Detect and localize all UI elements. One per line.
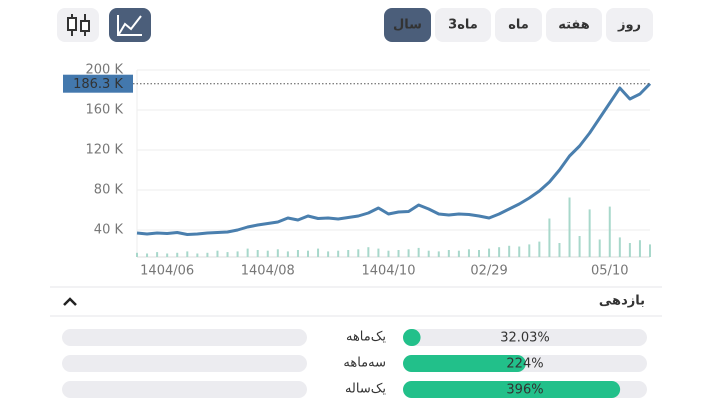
return-value: 224% — [506, 357, 543, 372]
volume-bar — [307, 250, 309, 257]
price-line — [136, 82, 652, 236]
placeholder-bar — [62, 355, 307, 372]
volume-bar — [528, 244, 531, 257]
candle-button[interactable] — [57, 8, 99, 42]
volume-bar — [156, 252, 159, 257]
volume-bar — [457, 250, 460, 257]
volume-bar — [427, 250, 430, 257]
return-value: 32.03% — [500, 331, 550, 346]
tab[interactable] — [495, 8, 542, 42]
volume-bar — [266, 250, 269, 257]
tab[interactable] — [435, 8, 491, 42]
y-tick-label: 40 K — [94, 223, 124, 238]
volume-bar — [377, 248, 380, 257]
volume-bar — [588, 209, 591, 257]
y-tick-label: 160 K — [86, 103, 124, 118]
volume-bar — [518, 246, 521, 257]
tab[interactable] — [546, 8, 602, 42]
last-price-label: 186.3 K — [73, 77, 123, 92]
volume-bar — [347, 250, 350, 257]
volume-bar — [276, 249, 279, 257]
volume-bar — [136, 252, 138, 257]
tab-label: 3ماه — [448, 18, 478, 33]
return-bar — [403, 329, 421, 346]
y-tick-label: 80 K — [94, 183, 124, 198]
volume-bar — [558, 243, 561, 257]
tab-label: ماه — [508, 18, 529, 33]
volume-bar — [176, 252, 179, 257]
volume-bar — [538, 241, 541, 257]
volume-bar — [387, 250, 390, 257]
volume-bar — [256, 250, 259, 257]
volume-bar — [638, 240, 641, 257]
volume-bar — [327, 251, 330, 257]
return-bar — [403, 355, 526, 372]
volume-bar — [467, 249, 470, 257]
volume-bar — [437, 251, 440, 257]
line-icon — [118, 15, 142, 35]
volume-bar — [367, 247, 370, 257]
volume-bar — [649, 244, 651, 257]
candle-icon — [67, 14, 90, 36]
volume-bar — [447, 250, 450, 257]
returns-title: بازدهی — [599, 294, 645, 309]
tab[interactable] — [384, 8, 431, 42]
x-tick-label: 02/29 — [470, 264, 507, 279]
volume-bar — [166, 253, 169, 257]
return-label: سه‌ماهه — [343, 356, 386, 371]
volume-bar — [407, 249, 410, 257]
return-label: یک‌ماهه — [346, 330, 386, 345]
volume-bar — [598, 239, 601, 257]
return-track — [403, 329, 647, 346]
x-tick-label: 1404/10 — [361, 264, 415, 279]
tab-label: سال — [393, 18, 422, 33]
volume-bar — [417, 247, 420, 257]
volume-bar — [568, 197, 571, 257]
volume-bar — [618, 237, 621, 257]
return-bar — [403, 381, 621, 398]
line-button[interactable] — [109, 8, 151, 42]
placeholder-bar — [62, 329, 307, 346]
volume-bar — [337, 250, 340, 257]
x-tick-label: 05/10 — [591, 264, 628, 279]
line-icon-axis — [117, 15, 142, 36]
volume-bar — [508, 245, 511, 257]
volume-bar — [216, 250, 219, 257]
volume-bar — [186, 251, 189, 257]
tab[interactable] — [606, 8, 653, 42]
volume-bar — [608, 206, 611, 257]
placeholder-bar — [62, 381, 307, 398]
last-price-box — [63, 74, 133, 93]
volume-bar — [286, 251, 289, 257]
volume-bar — [236, 251, 239, 257]
volume-bar — [478, 250, 480, 257]
x-tick-label: 1404/06 — [140, 264, 194, 279]
volume-bar — [357, 249, 360, 257]
x-tick-label: 1404/08 — [241, 264, 295, 279]
volume-bar — [246, 248, 249, 257]
collapse-caret[interactable] — [63, 297, 77, 306]
volume-bar — [226, 252, 229, 257]
volume-bar — [206, 252, 209, 257]
volume-bar — [296, 250, 299, 257]
volume-bar — [488, 248, 491, 257]
volume-bar — [317, 248, 320, 257]
volume-bar — [578, 236, 581, 257]
volume-bar — [146, 253, 149, 257]
y-tick-label: 200 K — [86, 63, 124, 78]
volume-bar — [628, 243, 631, 257]
volume-bar — [196, 253, 199, 257]
tab-label: روز — [617, 18, 641, 33]
tab-label: هفته — [558, 18, 590, 33]
return-label: یک‌ساله — [345, 382, 386, 397]
y-tick-label: 120 K — [86, 143, 124, 158]
volume-bar — [397, 250, 400, 257]
volume-bar — [498, 247, 501, 257]
volume-bar — [548, 218, 551, 257]
return-value: 396% — [506, 383, 543, 398]
